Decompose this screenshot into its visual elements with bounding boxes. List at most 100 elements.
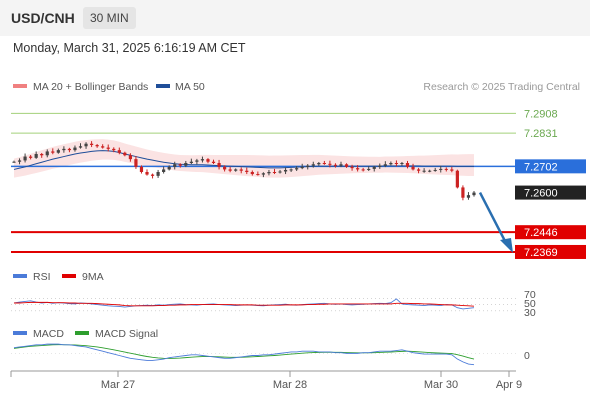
rsi-plot bbox=[11, 297, 516, 312]
candle-body bbox=[300, 166, 304, 169]
timeframe-button[interactable]: 30 MIN bbox=[83, 7, 136, 29]
chart-header: USD/CNH 30 MIN bbox=[0, 0, 590, 36]
candle-body bbox=[173, 164, 177, 167]
candle-body bbox=[67, 148, 72, 151]
candle-body bbox=[200, 159, 205, 161]
candle-body bbox=[12, 161, 16, 163]
candle-body bbox=[472, 192, 476, 196]
candle-body bbox=[145, 172, 149, 175]
candle-body bbox=[89, 143, 94, 145]
candle-body bbox=[461, 187, 465, 198]
rsi-ma-legend-label: 9MA bbox=[82, 271, 104, 283]
candle-body bbox=[162, 169, 166, 172]
candle-body bbox=[394, 163, 399, 164]
candle-body bbox=[184, 163, 188, 166]
candle-body bbox=[217, 163, 221, 167]
datetime-label: Monday, March 31, 2025 6:16:19 AM CET bbox=[13, 41, 246, 55]
candle-body bbox=[239, 169, 243, 171]
candle-body bbox=[150, 174, 155, 176]
candle-body bbox=[350, 166, 354, 169]
candle-body bbox=[29, 156, 33, 158]
ma50-legend-swatch bbox=[156, 84, 170, 88]
rsi-ma-line bbox=[14, 301, 475, 307]
ma50-line bbox=[13, 150, 474, 170]
level-label-pivot: 7.2702 bbox=[524, 161, 558, 173]
level-tag-support bbox=[515, 225, 586, 240]
candle-body bbox=[206, 159, 210, 162]
macd-legend-label: MACD bbox=[33, 328, 64, 340]
rsi-line bbox=[13, 298, 475, 310]
candle-body bbox=[328, 163, 332, 165]
candle-body bbox=[73, 147, 77, 151]
bb-legend-label: MA 20 + Bollinger Bands bbox=[33, 81, 148, 93]
macd-legend-swatch bbox=[13, 331, 27, 335]
candle-body bbox=[101, 146, 105, 148]
x-label-apr9: Apr 9 bbox=[496, 379, 522, 391]
level-label-resistance: 7.2908 bbox=[524, 108, 558, 120]
x-label-mar27: Mar 27 bbox=[101, 379, 135, 391]
candle-body bbox=[411, 166, 415, 170]
candle-body bbox=[167, 166, 171, 170]
candle-body bbox=[444, 168, 448, 170]
candle-body bbox=[256, 174, 260, 176]
candle-body bbox=[261, 173, 265, 175]
candle-body bbox=[128, 155, 132, 160]
candle-body bbox=[466, 195, 471, 198]
macd-line bbox=[13, 343, 475, 366]
candle-body bbox=[95, 145, 99, 147]
rsi-legend-swatch bbox=[13, 274, 27, 278]
symbol-label: USD/CNH bbox=[11, 10, 75, 26]
candle-body bbox=[139, 166, 144, 172]
candle-body bbox=[400, 163, 404, 164]
candle-body bbox=[289, 169, 293, 171]
candle-body bbox=[356, 168, 360, 170]
candle-body bbox=[62, 148, 66, 151]
candle-body bbox=[428, 170, 432, 172]
candle-body bbox=[195, 160, 199, 162]
main-plot: 7.2908 7.2831 7.2702 7.2600 7.2446 7.2369 bbox=[11, 108, 586, 259]
candle-body bbox=[78, 146, 83, 148]
candle-body bbox=[134, 159, 138, 167]
candle-body bbox=[272, 172, 277, 173]
candle-body bbox=[422, 170, 426, 172]
candle-body bbox=[311, 164, 315, 166]
candle-body bbox=[278, 171, 282, 173]
rsi-level-30: 30 bbox=[524, 307, 536, 319]
candle-body bbox=[56, 150, 60, 153]
rsi-level-70: 70 bbox=[524, 289, 536, 301]
candle-body bbox=[455, 170, 459, 188]
macd-zero-label: 0 bbox=[524, 350, 530, 362]
candle-body bbox=[234, 169, 238, 171]
candle-body bbox=[17, 160, 22, 162]
candle-body bbox=[223, 166, 227, 170]
candle-body bbox=[378, 165, 382, 167]
x-label-mar30: Mar 30 bbox=[424, 379, 458, 391]
candle-body bbox=[344, 164, 349, 167]
candle-body bbox=[295, 168, 299, 170]
candle-body bbox=[339, 164, 343, 166]
projection-arrow-head bbox=[500, 237, 513, 253]
macd-signal-line bbox=[13, 344, 475, 360]
candle-body bbox=[283, 169, 288, 172]
candle-body bbox=[156, 172, 160, 176]
candle-body bbox=[189, 161, 193, 163]
projection-arrow-line bbox=[478, 191, 509, 246]
rsi-legend-label: RSI bbox=[33, 271, 51, 283]
level-label-resistance: 7.2831 bbox=[524, 128, 558, 140]
candle-body bbox=[450, 169, 454, 171]
ma50-legend-label: MA 50 bbox=[175, 81, 205, 93]
rsi-ma-legend-swatch bbox=[62, 274, 76, 278]
signal-legend-swatch bbox=[75, 331, 89, 335]
candle-body bbox=[306, 165, 310, 167]
macd-plot bbox=[11, 343, 516, 366]
candle-body bbox=[84, 143, 88, 147]
bb-legend-swatch bbox=[13, 84, 27, 88]
candle-body bbox=[45, 151, 49, 156]
candle-body bbox=[112, 148, 116, 151]
candle-body bbox=[361, 169, 365, 171]
credit-label: Research © 2025 Trading Central bbox=[423, 81, 580, 93]
level-tag-pivot bbox=[515, 159, 586, 174]
bollinger-band bbox=[14, 139, 474, 178]
candle-body bbox=[333, 164, 338, 166]
level-tag-support bbox=[515, 244, 586, 259]
